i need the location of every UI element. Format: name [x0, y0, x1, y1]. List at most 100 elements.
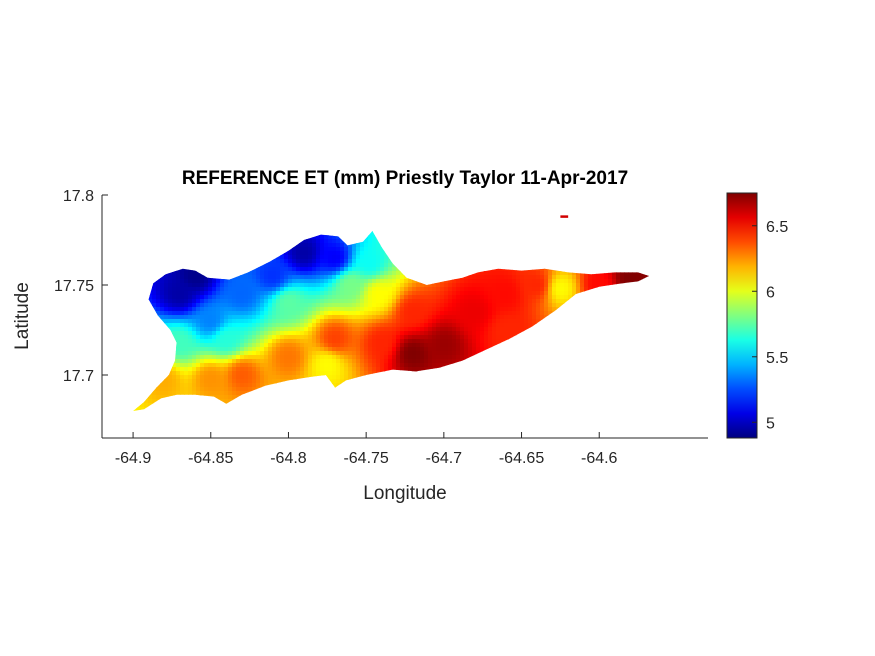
heat-cell	[352, 275, 357, 280]
heat-cell	[316, 347, 321, 352]
heat-cell	[352, 319, 357, 324]
heat-cell	[464, 307, 469, 312]
heat-cell	[392, 271, 397, 276]
heat-cell	[288, 327, 293, 332]
heat-cell	[520, 275, 525, 280]
heat-cell	[264, 335, 269, 340]
heat-cell	[480, 347, 485, 352]
heat-cell	[168, 299, 173, 304]
heat-cell	[404, 315, 409, 320]
heat-cell	[216, 303, 221, 308]
heat-cell	[460, 339, 465, 344]
heat-cell	[516, 311, 521, 316]
heat-cell	[512, 287, 517, 292]
heat-cell	[364, 335, 369, 340]
heat-cell	[420, 319, 425, 324]
heat-cell	[408, 315, 413, 320]
heat-cell	[472, 279, 477, 284]
heat-cell	[520, 303, 525, 308]
heat-cell	[284, 319, 289, 324]
heat-cell	[372, 243, 377, 248]
heat-cell	[356, 271, 361, 276]
heat-cell	[464, 295, 469, 300]
heat-cell	[388, 271, 393, 276]
heat-cell	[332, 271, 337, 276]
heat-cell	[252, 279, 257, 284]
heat-cell	[260, 307, 265, 312]
heat-cell	[480, 299, 485, 304]
heat-cell	[460, 307, 465, 312]
heat-cell	[208, 307, 213, 312]
heat-cell	[544, 291, 549, 296]
heat-cell	[240, 311, 245, 316]
heat-cell	[420, 287, 425, 292]
heat-cell	[280, 299, 285, 304]
heat-cell	[364, 287, 369, 292]
heat-cell	[196, 291, 201, 296]
heat-cell	[344, 283, 349, 288]
heat-cell	[500, 283, 505, 288]
heat-cell	[388, 291, 393, 296]
heat-cell	[484, 287, 489, 292]
heat-cell	[372, 279, 377, 284]
heat-cell	[308, 303, 313, 308]
heat-cell	[328, 343, 333, 348]
heat-cell	[376, 319, 381, 324]
heat-cell	[160, 315, 165, 320]
heat-cell	[232, 351, 237, 356]
heat-cell	[524, 303, 529, 308]
heat-cell	[428, 315, 433, 320]
heat-cell	[508, 271, 513, 276]
heat-cell	[428, 331, 433, 336]
heat-cell	[304, 307, 309, 312]
heat-cell	[516, 295, 521, 300]
heat-cell	[168, 327, 173, 332]
heat-cell	[332, 283, 337, 288]
heat-cell	[564, 287, 569, 292]
heat-cell	[212, 307, 217, 312]
heat-cell	[324, 263, 329, 268]
heat-cell	[328, 279, 333, 284]
heat-cell	[372, 307, 377, 312]
heat-cell	[356, 315, 361, 320]
heat-cell	[180, 311, 185, 316]
heat-cell	[480, 307, 485, 312]
heat-cell	[428, 351, 433, 356]
heat-cell	[504, 323, 509, 328]
heat-cell	[384, 327, 389, 332]
heat-cell	[456, 319, 461, 324]
heat-cell	[308, 267, 313, 272]
heat-cell	[316, 259, 321, 264]
heat-cell	[212, 291, 217, 296]
heat-cell	[340, 335, 345, 340]
heat-cell	[204, 295, 209, 300]
heat-cell	[256, 339, 261, 344]
heat-cell	[164, 319, 169, 324]
heat-cell	[228, 283, 233, 288]
heat-cell	[400, 343, 405, 348]
heat-cell	[200, 283, 205, 288]
heat-cell	[224, 299, 229, 304]
heat-cell	[280, 339, 285, 344]
heat-cell	[492, 291, 497, 296]
heat-cell	[444, 327, 449, 332]
heat-cell	[196, 351, 201, 356]
heat-cell	[556, 275, 561, 280]
heat-cell	[372, 319, 377, 324]
heat-cell	[292, 323, 297, 328]
heat-cell	[448, 343, 453, 348]
heat-cell	[516, 315, 521, 320]
heat-cell	[276, 275, 281, 280]
heat-cell	[324, 323, 329, 328]
heat-cell	[360, 275, 365, 280]
heat-cell	[540, 299, 545, 304]
heat-cell	[516, 299, 521, 304]
heat-cell	[408, 335, 413, 340]
heat-cell	[192, 279, 197, 284]
heat-cell	[480, 331, 485, 336]
heat-cell	[604, 271, 609, 276]
heat-cell	[204, 327, 209, 332]
heat-cell	[324, 271, 329, 276]
heat-cell	[196, 331, 201, 336]
heat-cell	[396, 283, 401, 288]
